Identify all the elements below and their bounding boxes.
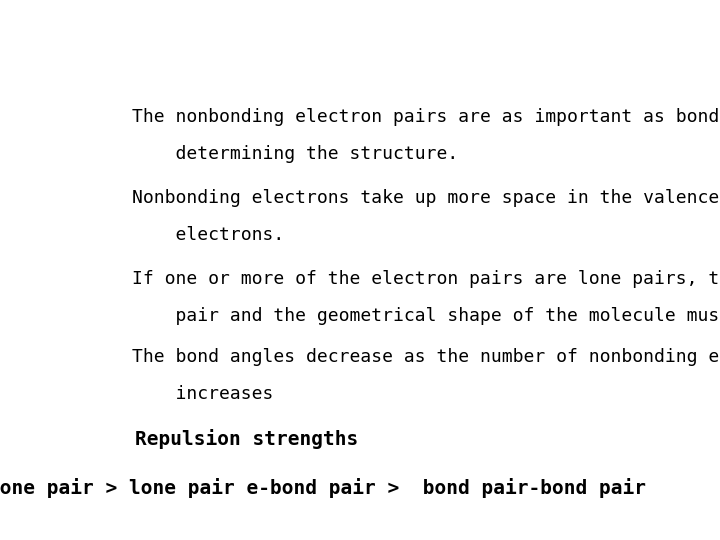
Text: The bond angles decrease as the number of nonbonding electron pairs: The bond angles decrease as the number o… — [132, 348, 720, 366]
Text: The nonbonding electron pairs are as important as bonding electron pairs in: The nonbonding electron pairs are as imp… — [132, 108, 720, 126]
Text: lone pair  -lone pair > lone pair e-bond pair >  bond pair-bond pair: lone pair -lone pair > lone pair e-bond … — [0, 478, 646, 498]
Text: If one or more of the electron pairs are lone pairs, the distribution of electro: If one or more of the electron pairs are… — [132, 270, 720, 288]
Text: Nonbonding electrons take up more space in the valence shell than the bonding: Nonbonding electrons take up more space … — [132, 189, 720, 207]
Text: pair and the geometrical shape of the molecule must be different.: pair and the geometrical shape of the mo… — [132, 307, 720, 325]
Text: increases: increases — [132, 385, 273, 403]
Text: determining the structure.: determining the structure. — [132, 145, 458, 163]
Text: electrons.: electrons. — [132, 226, 284, 244]
Text: Repulsion strengths: Repulsion strengths — [135, 429, 358, 449]
